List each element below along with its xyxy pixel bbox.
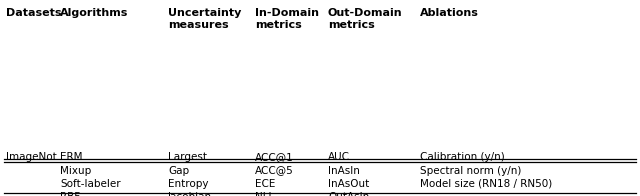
Text: Ablations: Ablations [420,8,479,18]
Text: ACC@1: ACC@1 [255,152,294,162]
Text: NLL: NLL [255,192,275,196]
Text: Largest: Largest [168,152,207,162]
Text: Entropy: Entropy [168,179,209,189]
Text: ERM: ERM [60,152,83,162]
Text: Out-Domain
metrics: Out-Domain metrics [328,8,403,30]
Text: Algorithms: Algorithms [60,8,129,18]
Text: ImageNot: ImageNot [6,152,57,162]
Text: In-Domain
metrics: In-Domain metrics [255,8,319,30]
Text: Datasets: Datasets [6,8,61,18]
Text: OutAsIn: OutAsIn [328,192,369,196]
Text: InAsIn: InAsIn [328,165,360,175]
Text: ECE: ECE [255,179,275,189]
Text: Soft-labeler: Soft-labeler [60,179,120,189]
Text: Spectral norm (y/n): Spectral norm (y/n) [420,165,522,175]
Text: Uncertainty
measures: Uncertainty measures [168,8,241,30]
Text: Calibration (y/n): Calibration (y/n) [420,152,505,162]
Text: InAsOut: InAsOut [328,179,369,189]
Text: ACC@5: ACC@5 [255,165,294,175]
Text: Jacobian: Jacobian [168,192,212,196]
Text: AUC: AUC [328,152,350,162]
Text: Mixup: Mixup [60,165,92,175]
Text: Gap: Gap [168,165,189,175]
Text: Model size (RN18 / RN50): Model size (RN18 / RN50) [420,179,552,189]
Text: RBF: RBF [60,192,80,196]
